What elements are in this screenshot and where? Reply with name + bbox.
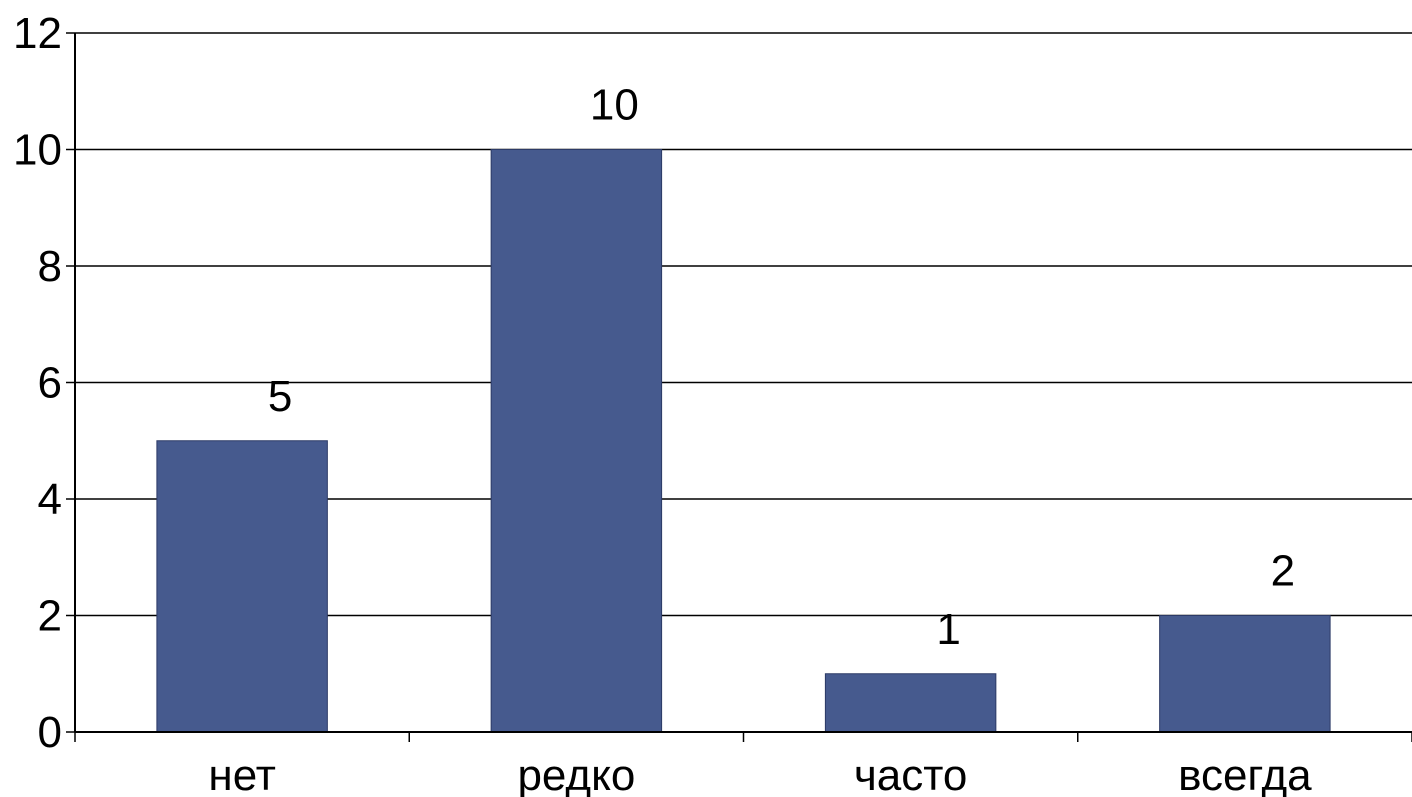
x-category-label: всегда (1178, 751, 1312, 797)
y-tick-label: 8 (38, 242, 62, 291)
bar (490, 149, 663, 733)
x-category-label: нет (208, 751, 275, 797)
x-category-labels: нет редко часто всегда (208, 751, 1312, 797)
y-tick-label: 4 (38, 475, 62, 524)
y-tick-label: 6 (38, 359, 62, 408)
bar (156, 440, 328, 733)
y-tick-label: 2 (38, 592, 62, 641)
data-labels: 5 10 1 2 (268, 81, 1295, 654)
x-category-label: редко (517, 751, 635, 797)
data-label: 5 (268, 372, 292, 421)
y-tick-label: 12 (13, 9, 62, 58)
axes (66, 32, 1412, 742)
data-label: 2 (1271, 547, 1295, 596)
bar (824, 673, 997, 733)
x-category-label: часто (854, 751, 968, 797)
y-tick-label: 10 (13, 126, 62, 175)
data-label: 10 (590, 81, 639, 130)
bar (1159, 615, 1331, 733)
y-tick-labels: 0 2 4 6 8 10 12 (13, 9, 62, 757)
data-label: 1 (936, 605, 960, 654)
bars (156, 149, 1331, 733)
y-tick-label: 0 (38, 708, 62, 757)
